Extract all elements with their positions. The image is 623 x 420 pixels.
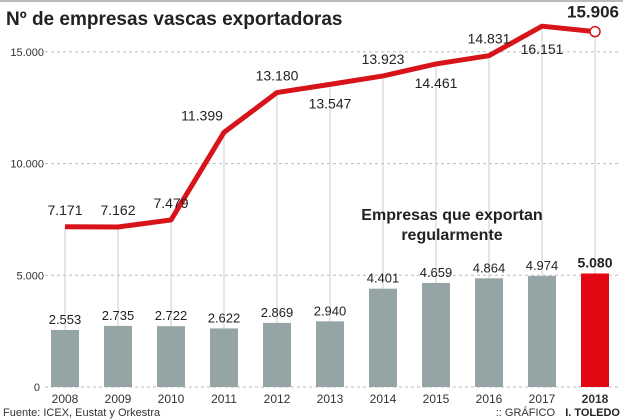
chart-title: Nº de empresas vascas exportadoras xyxy=(6,9,342,30)
line-value-label: 15.906 xyxy=(567,3,619,22)
y-tick-label: 15.000 xyxy=(10,47,44,59)
bar xyxy=(104,325,132,387)
line-value-label: 14.461 xyxy=(415,75,458,91)
bar xyxy=(316,321,344,387)
bar xyxy=(528,275,556,387)
bar-value-label: 2.622 xyxy=(208,310,241,325)
bar-value-label: 2.722 xyxy=(155,308,188,323)
x-tick-label: 2018 xyxy=(582,392,609,406)
bar-value-label: 4.659 xyxy=(420,265,453,280)
bar-annotation-line2: regularmente xyxy=(401,227,502,244)
bar xyxy=(369,288,397,387)
bar xyxy=(157,326,185,387)
bar-value-label: 4.864 xyxy=(473,260,506,275)
line-value-label: 13.923 xyxy=(362,51,405,67)
line-value-label: 13.547 xyxy=(309,95,352,111)
bar-value-label: 4.974 xyxy=(526,258,559,273)
bar xyxy=(263,322,291,387)
x-tick-label: 2015 xyxy=(423,392,450,406)
x-tick-label: 2012 xyxy=(264,392,291,406)
line-value-label: 13.180 xyxy=(256,68,299,84)
source-note: Fuente: ICEX, Eustat y Orkestra xyxy=(3,407,161,419)
bar-value-label: 4.401 xyxy=(367,271,400,286)
bar xyxy=(475,278,503,387)
y-tick-label: 10.000 xyxy=(10,159,44,171)
bar xyxy=(51,329,79,387)
bar xyxy=(581,273,609,387)
y-tick-label: 5.000 xyxy=(16,270,44,282)
line-endpoint-marker xyxy=(589,25,601,38)
bar-value-label: 2.553 xyxy=(49,312,82,327)
x-tick-label: 2013 xyxy=(317,392,344,406)
x-tick-label: 2011 xyxy=(211,392,237,406)
line-value-label: 14.831 xyxy=(468,31,511,47)
line-value-label: 7.162 xyxy=(100,202,135,218)
credit-name: I. TOLEDO xyxy=(565,407,620,419)
x-tick-label: 2014 xyxy=(370,392,397,406)
x-tick-label: 2016 xyxy=(476,392,503,406)
bar-value-label: 2.940 xyxy=(314,303,347,318)
credit-prefix: :: GRÁFICO xyxy=(496,406,556,419)
line-series xyxy=(64,23,596,230)
bar xyxy=(422,282,450,387)
line-value-label: 7.479 xyxy=(153,195,188,211)
x-tick-label: 2010 xyxy=(158,392,185,406)
bar-annotation-line1: Empresas que exportan xyxy=(361,207,542,224)
line-value-label: 7.171 xyxy=(47,202,82,218)
line-value-label: 11.399 xyxy=(181,107,223,123)
bar-value-label: 2.735 xyxy=(102,308,135,323)
bar-value-label: 2.869 xyxy=(261,305,294,320)
x-tick-label: 2009 xyxy=(105,392,132,406)
bar-value-label: 5.080 xyxy=(577,255,612,271)
x-tick-label: 2008 xyxy=(52,392,79,406)
y-tick-label: 0 xyxy=(34,382,40,394)
x-tick-label: 2017 xyxy=(529,392,556,406)
line-value-label: 16.151 xyxy=(521,41,564,57)
bar xyxy=(210,328,238,387)
